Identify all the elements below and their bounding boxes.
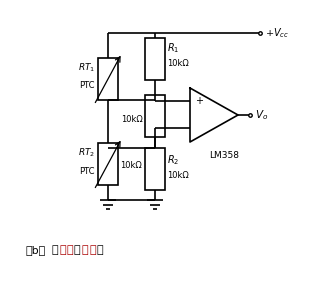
Text: 温: 温 bbox=[51, 245, 58, 255]
Text: 10kΩ: 10kΩ bbox=[167, 171, 189, 181]
Text: 测: 测 bbox=[67, 245, 73, 255]
Bar bbox=[98, 143, 118, 185]
Bar bbox=[145, 148, 165, 190]
Bar bbox=[98, 58, 118, 100]
Text: PTC: PTC bbox=[80, 82, 95, 91]
Bar bbox=[145, 38, 165, 80]
Text: PTC: PTC bbox=[80, 166, 95, 175]
Text: +$V_{cc}$: +$V_{cc}$ bbox=[265, 26, 289, 40]
Text: $R_1$: $R_1$ bbox=[167, 41, 179, 55]
Text: 差: 差 bbox=[59, 245, 66, 255]
Text: $R_2$: $R_2$ bbox=[167, 153, 179, 167]
Bar bbox=[145, 95, 165, 137]
Text: 电: 电 bbox=[82, 245, 88, 255]
Text: 10kΩ: 10kΩ bbox=[167, 59, 189, 68]
Text: （b）: （b） bbox=[25, 245, 45, 255]
Text: LM358: LM358 bbox=[209, 151, 239, 160]
Text: 量: 量 bbox=[74, 245, 81, 255]
Text: $RT_2$: $RT_2$ bbox=[78, 147, 95, 159]
Text: 10kΩ: 10kΩ bbox=[121, 115, 143, 125]
Text: 路: 路 bbox=[89, 245, 96, 255]
Text: $RT_1$: $RT_1$ bbox=[78, 62, 95, 74]
Text: $V_o$: $V_o$ bbox=[255, 108, 268, 122]
Text: +: + bbox=[195, 96, 203, 106]
Text: ；: ； bbox=[97, 245, 103, 255]
Text: 10kΩ: 10kΩ bbox=[120, 160, 142, 170]
